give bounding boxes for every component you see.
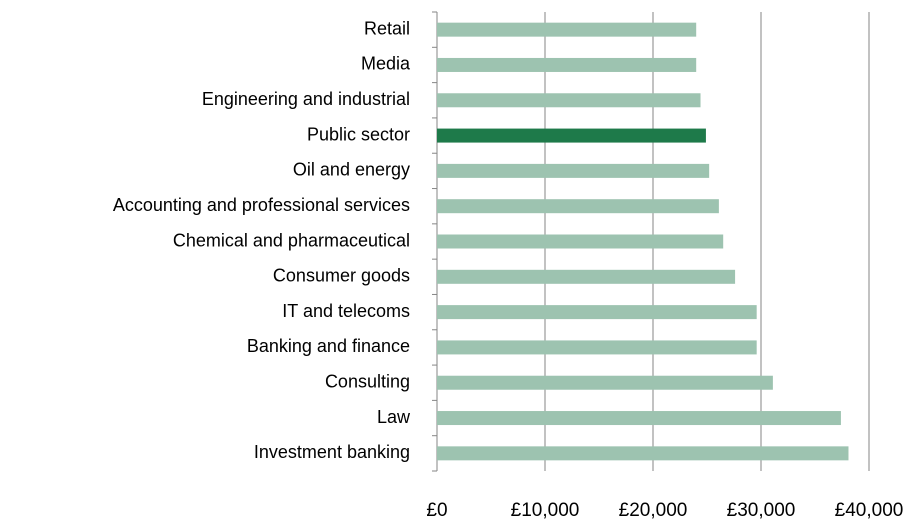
bar xyxy=(437,411,841,426)
x-tick-label: £30,000 xyxy=(727,500,796,521)
bar xyxy=(437,57,697,72)
x-tick-label: £0 xyxy=(426,500,447,521)
y-tick-label: Investment banking xyxy=(254,442,410,462)
bar xyxy=(437,340,757,355)
y-tick-label: Engineering and industrial xyxy=(202,89,410,109)
bar xyxy=(437,93,701,108)
y-tick-label: Consumer goods xyxy=(273,266,410,286)
y-tick-label: Oil and energy xyxy=(293,160,410,180)
y-tick-label: IT and telecoms xyxy=(282,301,410,321)
y-tick-label: Retail xyxy=(364,18,410,38)
bar xyxy=(437,22,697,37)
y-tick-label: Chemical and pharmaceutical xyxy=(173,230,410,250)
y-tick-label: Accounting and professional services xyxy=(113,195,410,215)
x-tick-label: £40,000 xyxy=(835,500,904,521)
bar xyxy=(437,269,736,284)
y-tick-label: Media xyxy=(361,54,411,74)
x-tick-label: £20,000 xyxy=(619,500,688,521)
bar xyxy=(437,446,849,461)
y-tick-label: Banking and finance xyxy=(247,336,410,356)
bar xyxy=(437,199,719,214)
bar xyxy=(437,163,710,178)
y-tick-label: Public sector xyxy=(307,124,410,144)
y-tick-label: Law xyxy=(377,407,411,427)
bar xyxy=(437,305,757,320)
x-tick-label: £10,000 xyxy=(511,500,580,521)
bar xyxy=(437,375,773,390)
bar xyxy=(437,234,724,249)
bar xyxy=(437,128,706,143)
y-tick-label: Consulting xyxy=(325,371,410,391)
